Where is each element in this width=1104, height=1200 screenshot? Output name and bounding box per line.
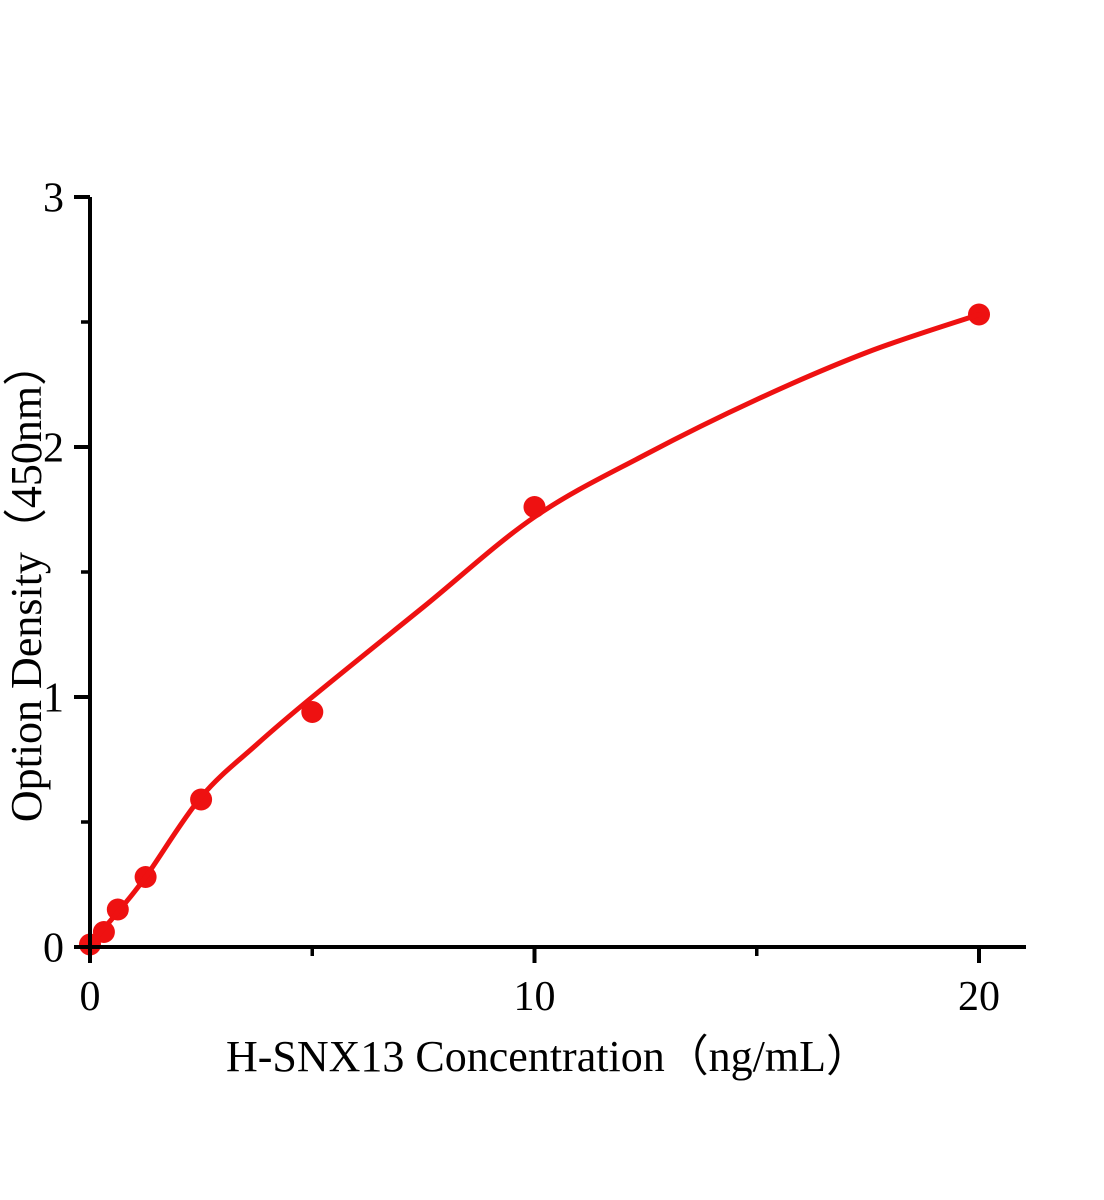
y-tick-label: 2 (43, 426, 64, 472)
fit-curve (87, 312, 982, 947)
x-tick-label: 0 (80, 974, 101, 1020)
data-point (301, 701, 324, 723)
x-tick-label: 20 (958, 974, 1000, 1020)
y-tick-label: 3 (43, 176, 64, 222)
y-tick-label: 0 (43, 926, 64, 972)
y-tick-label: 1 (43, 676, 64, 722)
y-axis-title: Option Density（450nm） (2, 341, 51, 823)
axes-spines (88, 197, 1026, 949)
x-tick-label: 10 (514, 974, 556, 1020)
x-axis-title: H-SNX13 Concentration（ng/mL） (225, 1032, 871, 1081)
